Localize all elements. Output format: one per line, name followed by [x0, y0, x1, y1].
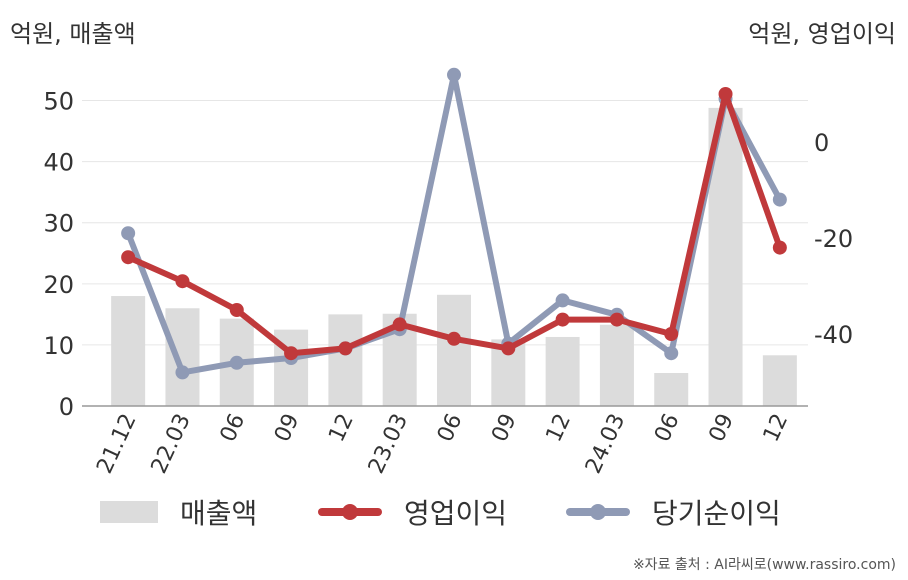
- right-axis-tick-label: -20: [814, 225, 853, 253]
- revenue-bar: [762, 355, 797, 406]
- legend-label-revenue: 매출액: [180, 497, 258, 530]
- operating-income-point: [501, 341, 516, 356]
- left-axis-tick-label: 40: [43, 149, 74, 177]
- net-income-point: [175, 365, 190, 380]
- left-axis-tick-label: 20: [43, 271, 74, 299]
- x-axis-tick-label: 24.03: [581, 410, 630, 478]
- right-axis-tick-label: 0: [814, 129, 829, 157]
- operating-income-point: [772, 240, 787, 255]
- x-axis-tick-label: 09: [270, 410, 304, 446]
- operating-income-point: [447, 331, 461, 346]
- net-income-point: [121, 226, 136, 241]
- operating-income-point: [555, 312, 570, 327]
- x-axis-tick-label: 22.03: [147, 410, 196, 478]
- x-axis-tick-label: 06: [650, 410, 684, 446]
- x-axis-tick-label: 23.03: [364, 410, 413, 478]
- legend-label-operating-income: 영업이익: [404, 497, 508, 530]
- legend-line-swatch-net: [566, 504, 630, 520]
- revenue-bar: [328, 314, 363, 406]
- x-axis-tick-label: 09: [487, 410, 521, 446]
- net-income-point: [772, 192, 787, 207]
- x-axis-tick-label: 09: [704, 410, 738, 446]
- net-income-point: [555, 293, 570, 308]
- right-axis-unit-label: 억원, 영업이익: [748, 20, 896, 48]
- left-axis-tick-label: 30: [43, 210, 74, 238]
- revenue-bar: [545, 336, 580, 406]
- net-income-point: [229, 355, 244, 370]
- legend-line-swatch-operating: [318, 504, 382, 520]
- x-axis-tick-label: 12: [542, 410, 576, 446]
- left-axis-tick-label: 0: [59, 393, 74, 421]
- operating-income-point: [664, 327, 679, 341]
- net-income-point: [664, 346, 679, 361]
- x-axis-tick-label: 12: [324, 410, 358, 446]
- left-axis-tick-label: 50: [43, 88, 74, 116]
- legend-item-revenue: 매출액: [100, 492, 257, 532]
- operating-income-point: [609, 312, 624, 327]
- legend-bar-swatch: [100, 501, 158, 523]
- legend-label-net-income: 당기순이익: [652, 497, 781, 530]
- operating-income-point: [284, 346, 299, 361]
- revenue-bar: [165, 308, 200, 406]
- x-axis-tick-label: 12: [759, 410, 793, 446]
- operating-income-point: [229, 303, 244, 317]
- right-axis-tick-label: -40: [814, 321, 853, 349]
- x-axis-tick-label: 06: [433, 410, 467, 446]
- revenue-bar: [437, 294, 471, 406]
- revenue-bar: [654, 373, 689, 406]
- operating-income-point: [121, 250, 136, 265]
- operating-income-point: [175, 274, 190, 289]
- revenue-bar: [599, 324, 634, 406]
- left-axis-tick-label: 10: [43, 332, 74, 360]
- left-axis-unit-label: 억원, 매출액: [10, 20, 136, 48]
- net-income-point: [447, 67, 461, 82]
- operating-income-point: [718, 87, 733, 101]
- revenue-bar: [111, 296, 146, 406]
- x-axis-tick-label: 06: [216, 410, 250, 446]
- x-axis-tick-label: 21.12: [92, 410, 141, 478]
- source-note: ※자료 출처 : AI라씨로(www.rassiro.com): [632, 557, 896, 573]
- legend-item-operating-income: 영업이익: [318, 492, 507, 532]
- legend-item-net-income: 당기순이익: [566, 492, 781, 532]
- operating-income-point: [338, 341, 353, 356]
- operating-income-point: [392, 317, 407, 332]
